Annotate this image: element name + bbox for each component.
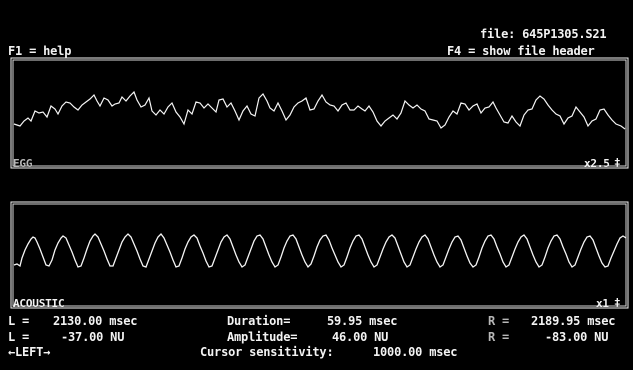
amplitude-label: Amplitude= [227,330,298,344]
file-header-hint: F4 = show file header [447,44,595,58]
cursor-sensitivity-value[interactable]: 1000.00 msec [373,345,458,359]
duration-label: Duration= [227,314,291,328]
egg-scale-label[interactable]: x2.5 [584,157,610,170]
right-amplitude-value: -83.00 NU [545,330,609,344]
acoustic-panel-frame [10,201,629,309]
right-amplitude-label: R = [488,330,510,344]
left-time-value: 2130.00 msec [53,314,138,328]
right-time-label: R = [488,314,510,328]
help-hint: F1 = help [8,44,72,58]
egg-panel-frame [10,57,629,169]
acoustic-scale-arrow-icon[interactable]: ‡ [614,296,621,309]
duration-value: 59.95 msec [327,314,398,328]
cursor-sensitivity-label: Cursor sensitivity: [200,345,334,359]
acoustic-waveform-trace[interactable] [13,233,627,269]
left-time-label: L = [8,314,30,328]
egg-panel-inner-frame [12,59,627,167]
amplitude-value: 46.00 NU [332,330,389,344]
egg-waveform-trace[interactable] [13,90,626,130]
left-amplitude-value: -37.00 NU [61,330,125,344]
acoustic-panel-inner-frame [12,203,627,307]
acoustic-panel [10,201,629,309]
cursor-navigation-hint[interactable]: ←LEFT→ [8,345,51,359]
egg-scale-arrow-icon[interactable]: ‡ [614,156,621,169]
acoustic-channel-label: ACOUSTIC [13,297,65,310]
right-time-value: 2189.95 msec [531,314,616,328]
egg-channel-label: EGG [13,157,33,170]
acoustic-scale-label[interactable]: x1 [596,297,609,310]
egg-panel [10,57,629,169]
file-label: file: 645P1305.S21 [480,27,607,41]
left-amplitude-label: L = [8,330,30,344]
